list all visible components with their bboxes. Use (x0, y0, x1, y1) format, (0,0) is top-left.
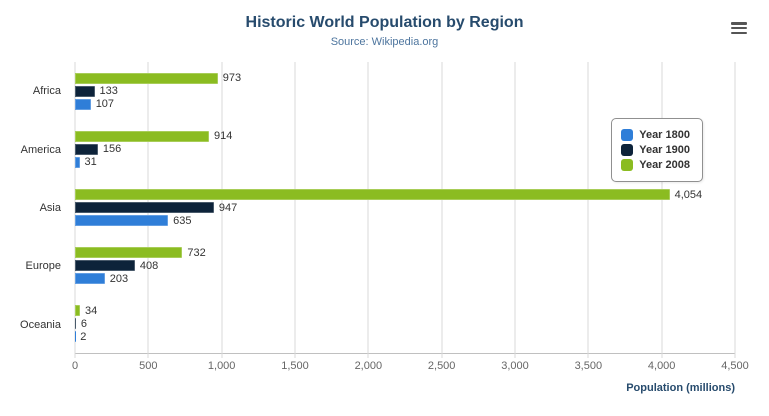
bar-year-2008[interactable] (75, 247, 183, 259)
bar-year-1800[interactable] (75, 273, 105, 285)
category-row: 34 6 2 (75, 295, 735, 353)
legend: Year 1800 Year 1900 Year 2008 (611, 118, 703, 182)
legend-swatch (621, 129, 634, 141)
plot-area: 973 133 107 914 156 31 4,054 947 635 732 408 203 34 6… (74, 62, 736, 358)
data-label: 408 (139, 259, 159, 272)
menu-bar (731, 26, 747, 30)
data-label: 4,054 (674, 188, 703, 201)
bar-wrap: 2 (75, 330, 735, 343)
bar-wrap: 947 (75, 201, 735, 214)
x-tick-label: 4,500 (721, 360, 749, 372)
category-row: 732 408 203 (75, 237, 735, 295)
rows: 973 133 107 914 156 31 4,054 947 635 732 408 203 34 6… (75, 62, 735, 353)
data-label: 31 (84, 156, 97, 169)
data-label: 2 (80, 330, 87, 343)
data-label: 732 (187, 246, 206, 259)
menu-bar (731, 31, 747, 34)
category-axis: Africa America Asia Europe Oceania (0, 62, 70, 354)
category-label: America (20, 143, 61, 156)
x-tick-label: 500 (139, 360, 158, 372)
gridline (587, 62, 589, 358)
bar-wrap: 408 (75, 259, 735, 272)
data-label: 635 (173, 214, 192, 227)
legend-item[interactable]: Year 2008 (621, 159, 690, 171)
gridline (514, 62, 516, 358)
x-tick-label: 0 (71, 360, 79, 372)
legend-swatch (621, 159, 634, 171)
bar-wrap: 31 (75, 156, 735, 169)
bar-wrap: 133 (75, 85, 735, 98)
legend-item[interactable]: Year 1900 (621, 144, 690, 156)
x-tick-label: 2,000 (354, 360, 383, 372)
x-tick-label: 2,500 (427, 360, 456, 372)
bar-year-2008[interactable] (75, 189, 670, 200)
gridline (441, 62, 443, 358)
bar-wrap: 107 (75, 98, 735, 111)
data-label: 133 (99, 85, 118, 98)
gridline (294, 62, 296, 358)
x-tick-label: 4,000 (647, 360, 676, 372)
bar-year-1800[interactable] (75, 98, 91, 110)
data-label: 34 (84, 304, 98, 317)
bar-year-1900[interactable] (75, 143, 98, 155)
legend-items: Year 1800 Year 1900 Year 2008 (621, 129, 690, 171)
bar-year-1800[interactable] (75, 156, 80, 168)
x-axis-labels: 0 500 1,000 1,500 2,000 2,500 3,000 3,500 4,000 4… (71, 360, 749, 374)
bar-year-1900[interactable] (75, 260, 135, 272)
bar-year-2008[interactable] (75, 305, 80, 317)
gridline (221, 62, 223, 358)
category-label: Africa (32, 85, 61, 98)
x-tick-label: 3,500 (574, 360, 603, 372)
legend-item[interactable]: Year 1800 (621, 129, 690, 141)
bar-wrap: 34 (75, 304, 735, 317)
chart-title: Historic World Population by Region (245, 14, 524, 31)
category-label: Asia (39, 202, 61, 215)
gridline (734, 62, 736, 358)
bar-year-1900[interactable] (75, 202, 214, 213)
bar-year-1900[interactable] (75, 318, 76, 330)
bar-wrap: 973 (75, 72, 735, 85)
bar-year-1900[interactable] (75, 85, 95, 97)
bar-wrap: 4,054 (75, 188, 735, 201)
bar-wrap: 732 (75, 246, 735, 259)
bar-year-2008[interactable] (75, 72, 218, 84)
data-label: 107 (95, 98, 115, 111)
data-label: 914 (214, 130, 233, 143)
bar-wrap: 156 (75, 143, 735, 156)
category-row: 914 156 31 (75, 120, 735, 178)
category-label: Europe (25, 260, 61, 273)
data-label: 156 (102, 143, 122, 156)
hamburger-menu-icon[interactable] (731, 22, 747, 34)
category-row: 973 133 107 (75, 62, 735, 120)
data-label: 6 (80, 317, 87, 330)
menu-bar (731, 22, 747, 25)
category-row: 4,054 947 635 (75, 178, 735, 236)
legend-swatch (621, 144, 634, 156)
data-label: 973 (222, 72, 242, 85)
bar-wrap: 914 (75, 130, 735, 143)
bar-year-2008[interactable] (75, 130, 210, 142)
gridline (661, 62, 663, 358)
bar-wrap: 6 (75, 317, 735, 330)
chart-subtitle: Source: Wikipedia.org (330, 36, 439, 48)
x-tick-label: 1,500 (281, 360, 309, 372)
legend-label: Year 1800 (639, 129, 690, 141)
data-label: 947 (218, 201, 238, 214)
bar-wrap: 635 (75, 214, 735, 227)
legend-label: Year 2008 (639, 159, 690, 171)
data-label: 203 (109, 272, 129, 285)
gridline (367, 62, 369, 358)
x-tick-label: 1,000 (207, 360, 236, 372)
bar-wrap: 203 (75, 272, 735, 285)
x-axis-title: Population (millions) (626, 382, 735, 394)
legend-label: Year 1900 (639, 144, 690, 156)
x-tick-label: 3,000 (501, 360, 529, 372)
bar-year-1800[interactable] (75, 215, 169, 226)
category-label: Oceania (20, 318, 61, 331)
